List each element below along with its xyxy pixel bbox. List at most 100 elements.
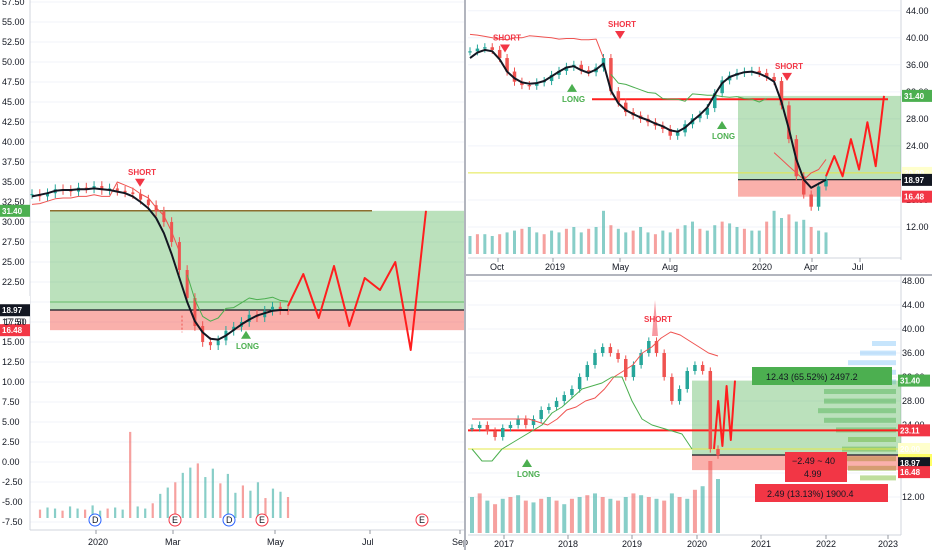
volume-bar [787,214,791,254]
price-candle [493,431,497,437]
stop-price-tag-bg [898,466,930,479]
volume-bar [136,506,139,518]
y-tick-label: 48.00 [902,276,925,286]
volume-bar [654,498,659,533]
price-candle [616,353,620,359]
volume-profile-bar [848,465,896,471]
stop-info-box[interactable] [755,484,888,502]
price-candle [570,389,574,395]
y-tick-label: 52.50 [2,37,25,47]
price-candle [470,428,474,430]
volume-bar [708,461,713,533]
price-candle [720,80,724,94]
price-candle [131,192,135,194]
price-candle [115,188,119,191]
price-candle [577,377,582,389]
volume-bar [535,232,539,254]
x-tick-label: 2023 [878,539,898,549]
y-tick-label: 15.00 [2,337,25,347]
volume-bar [780,218,783,254]
event-marker[interactable] [88,513,102,527]
x-tick-label: 2019 [622,539,642,549]
target-zone [50,210,465,310]
volume-bar [668,232,672,254]
trailing-stop-line-red [469,33,604,59]
price-candle [270,306,274,311]
y-tick-label: 40.00 [902,324,925,334]
price-candle [779,81,784,106]
bottom-right-chart-panel[interactable]: 48.0044.0040.0036.0032.0028.0024.0020.00… [468,276,932,549]
signal-long: LONG [236,342,259,351]
target-info-box[interactable] [752,367,892,385]
y-tick-label: 35.00 [2,177,25,187]
volume-bar [705,230,709,254]
event-marker-label: E [419,515,425,525]
price-candle [468,51,472,53]
volume-bar [824,232,828,254]
volume-bar [166,487,169,518]
last-price-tag: 18.97 [2,306,23,315]
y-tick-label: -2.50 [2,477,23,487]
volume-bar [594,227,598,254]
volume-bar [631,493,636,533]
top-right-chart-panel[interactable]: 44.0040.0036.0032.0028.0024.0020.0016.00… [468,0,932,272]
volume-bar [531,502,536,533]
volume-bar [513,230,516,254]
volume-profile-bar [860,475,896,481]
event-marker[interactable] [168,513,182,527]
price-candle [579,64,583,71]
volume-bar [46,507,49,518]
y-tick-label: 32.50 [2,197,25,207]
volume-bar [264,498,267,518]
volume-bar [505,232,509,254]
volume-bar [53,508,57,518]
price-candle [100,186,104,190]
volume-bar [61,510,64,518]
volume-bar [817,230,821,254]
price-candle [539,410,543,419]
signal-short: SHORT [608,20,636,29]
volume-bar [527,227,531,254]
left-chart-panel[interactable]: 57.50 55.00 52.50 50.00 47.50 45.00 42.50 40.00… [0,0,468,547]
y-tick-label: 7.50 [2,397,20,407]
signal-long-arrow [567,83,577,92]
volume-bar [226,473,229,518]
price-candle [216,340,220,346]
volume-bar [765,221,769,254]
event-marker[interactable] [222,513,236,527]
event-marker-label: D [226,515,233,525]
event-marker[interactable] [415,513,429,527]
y-tick-label: 44.00 [902,300,925,310]
price-candle [700,365,705,371]
price-candle [593,353,597,365]
volume-bar [609,225,613,254]
price-candle [705,108,710,115]
price-candle [92,186,96,189]
volume-profile-bar [818,408,896,414]
price-candle [716,449,720,456]
event-marker[interactable] [255,513,269,527]
volume-bar [174,482,177,518]
price-candle [154,205,158,212]
price-candle [508,425,513,428]
moving-average-line [31,187,288,341]
volume-bar [234,492,237,518]
event-marker-label: D [92,515,99,525]
price-candle [547,407,551,410]
stop-range-text: −2.49 ~ 40 [792,456,835,466]
volume-bar [520,228,524,254]
volume-bar [728,223,732,254]
volume-bar [68,506,72,518]
y-tick-label: 40.00 [2,137,25,147]
volume-bar [750,230,754,254]
price-candle [185,270,189,298]
signal-long: LONG [712,132,735,141]
volume-bar [685,498,690,533]
volume-bar [475,234,479,254]
volume-bar [602,210,605,254]
y-tick-label: 17.50 [2,317,25,327]
x-tick-label: 2020 [687,539,707,549]
stop-range-box[interactable] [785,452,847,482]
y-tick-label: 25.00 [2,257,25,267]
